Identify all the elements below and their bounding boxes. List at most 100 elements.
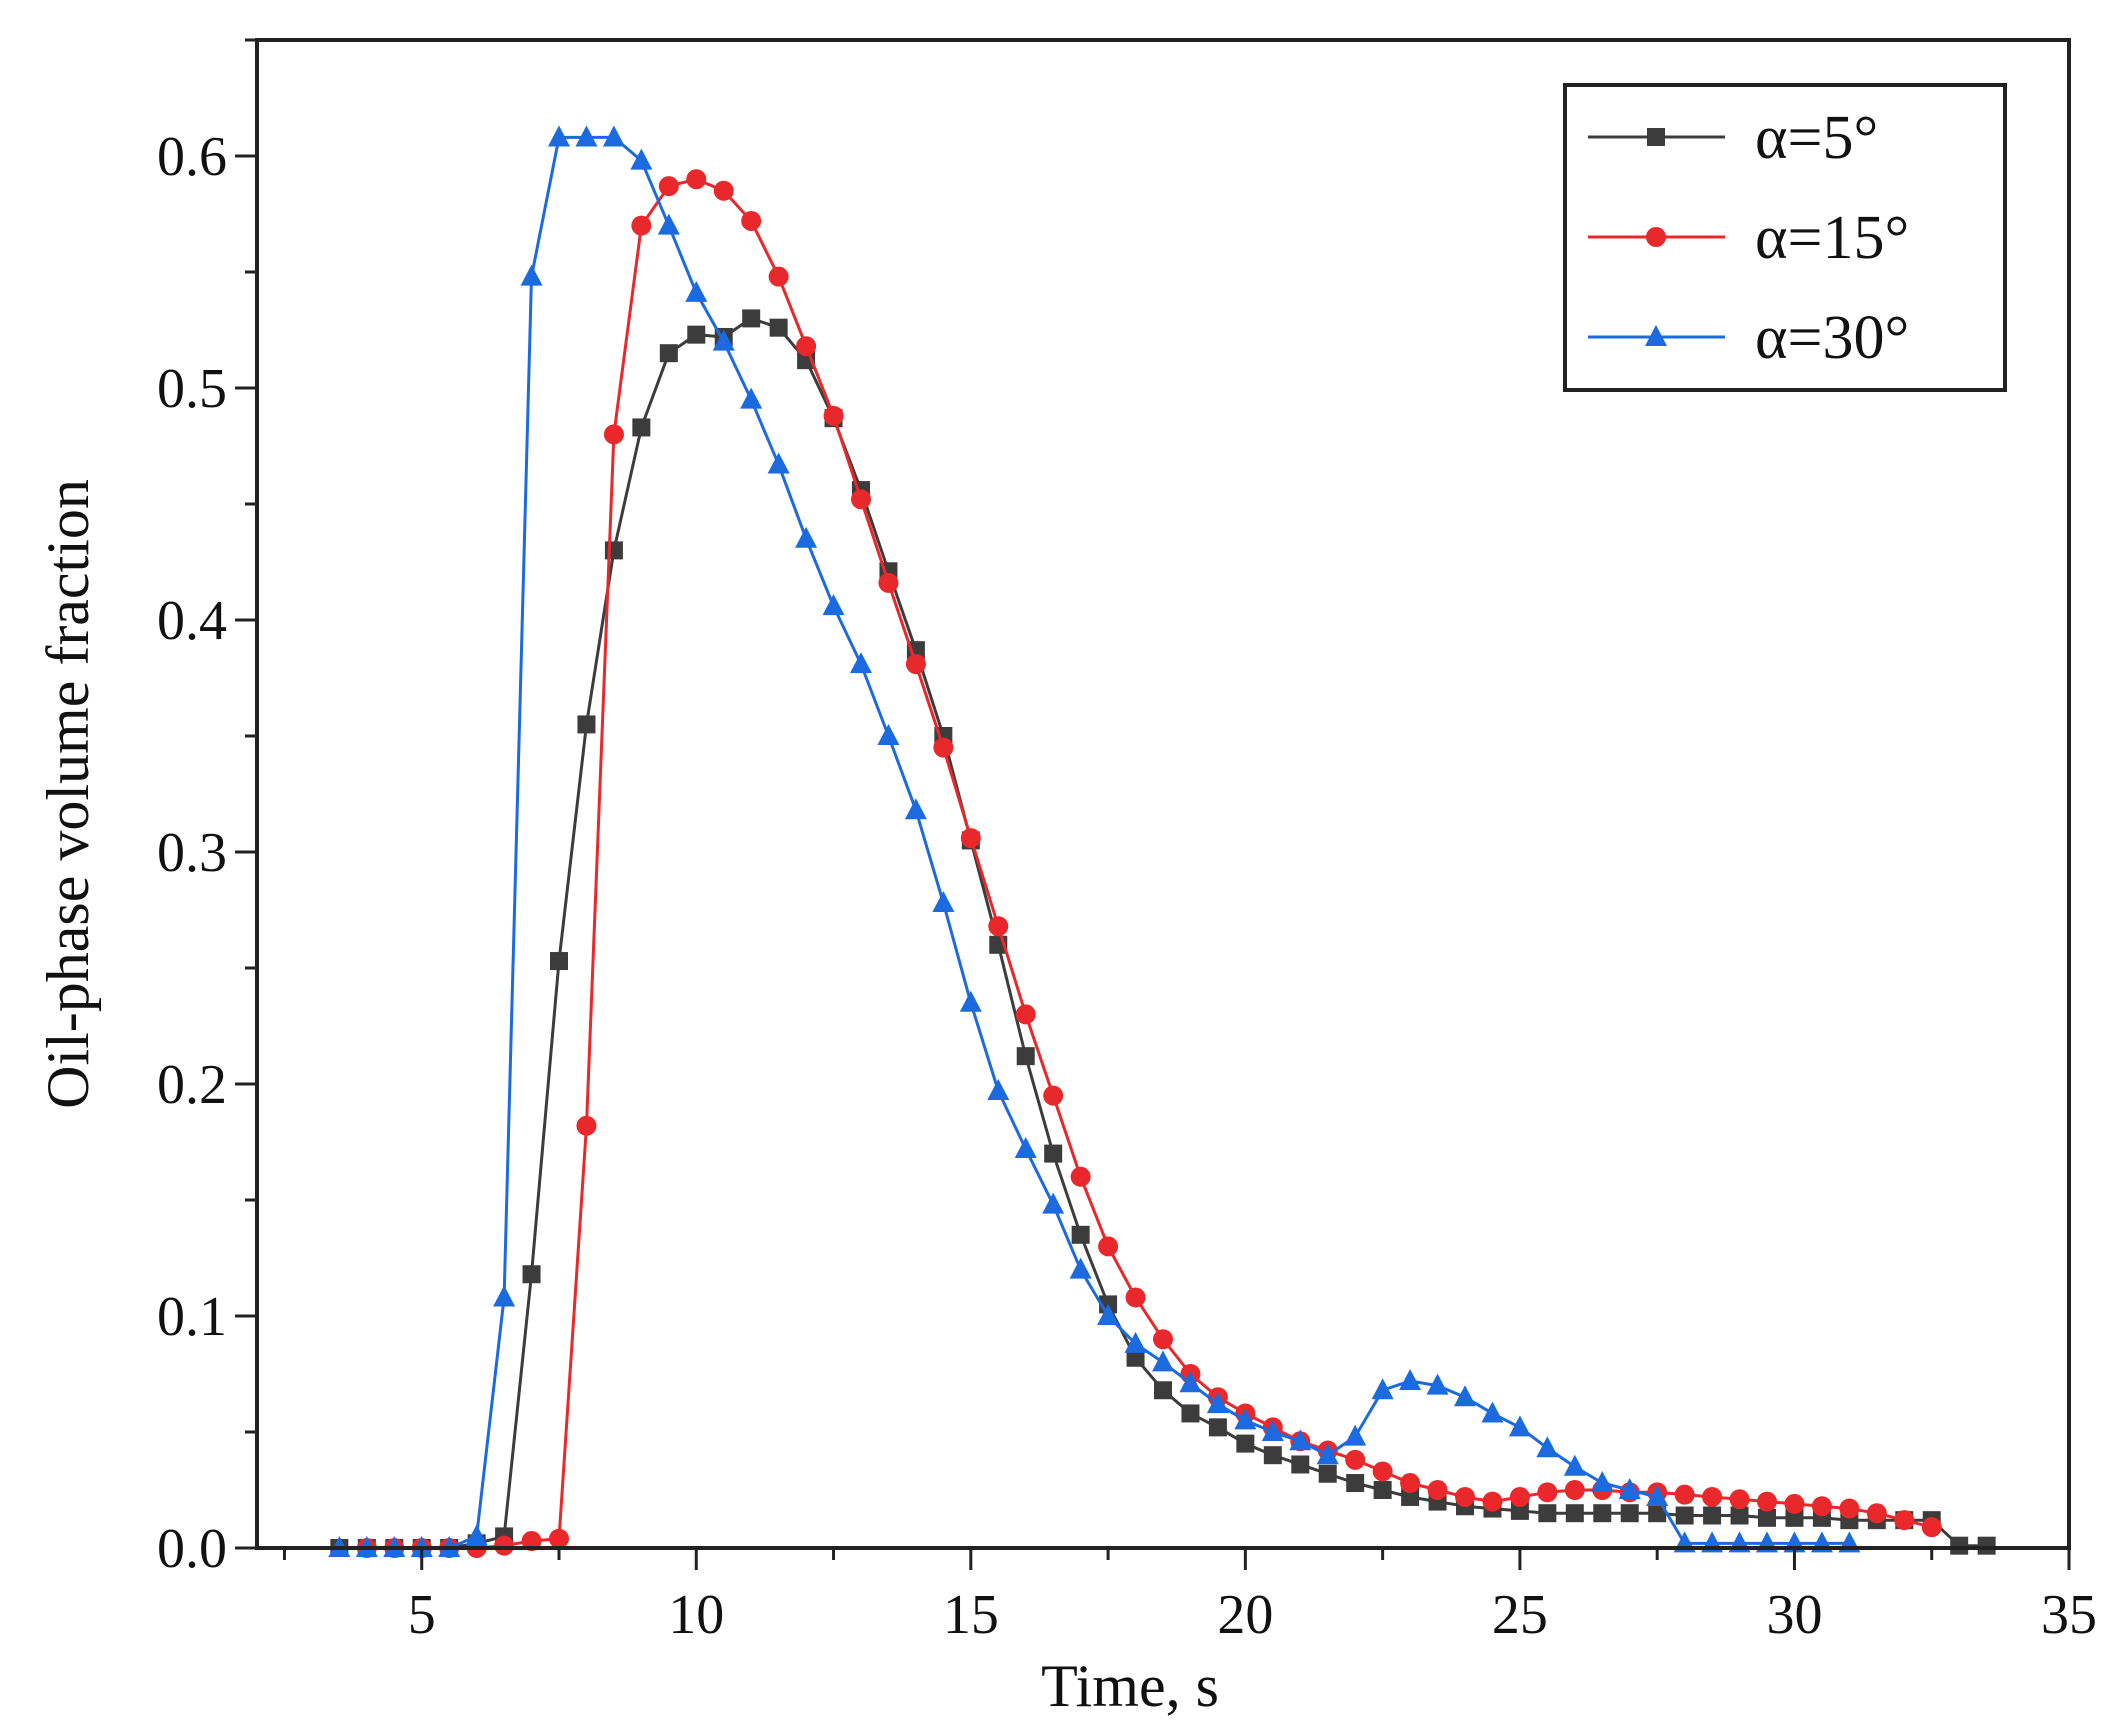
data-point bbox=[522, 1265, 541, 1284]
data-point bbox=[742, 309, 761, 328]
data-point bbox=[905, 654, 926, 675]
legend-marker bbox=[1646, 227, 1666, 247]
data-point bbox=[769, 318, 788, 337]
data-point bbox=[1234, 1408, 1257, 1430]
data-point bbox=[1316, 1443, 1339, 1465]
data-point bbox=[1179, 1371, 1202, 1393]
legend-label-alpha-15: α=15° bbox=[1755, 204, 1909, 272]
y-tick-label: 0.0 bbox=[157, 1518, 227, 1580]
data-point bbox=[494, 1535, 515, 1556]
data-point bbox=[1921, 1517, 1942, 1538]
data-point bbox=[550, 952, 568, 971]
data-point bbox=[1206, 1392, 1229, 1414]
x-tick-label: 25 bbox=[1492, 1584, 1548, 1646]
y-tick-label: 0.5 bbox=[157, 358, 227, 420]
data-point bbox=[768, 266, 789, 287]
data-point bbox=[603, 424, 624, 445]
data-point bbox=[630, 148, 653, 170]
data-point bbox=[767, 452, 790, 474]
data-point bbox=[575, 125, 598, 147]
data-point bbox=[1593, 1504, 1612, 1523]
data-point bbox=[796, 336, 817, 357]
legend-marker-triangle-icon bbox=[1645, 325, 1667, 346]
data-point bbox=[1536, 1436, 1559, 1458]
data-point bbox=[1318, 1464, 1337, 1483]
data-point bbox=[1950, 1536, 1969, 1555]
series-layer bbox=[328, 125, 1996, 1558]
data-point bbox=[1208, 1418, 1227, 1437]
data-point bbox=[1071, 1225, 1090, 1244]
data-point bbox=[1124, 1331, 1147, 1353]
data-point bbox=[520, 264, 543, 286]
data-point bbox=[549, 1528, 569, 1549]
data-point bbox=[1510, 1501, 1529, 1520]
data-point bbox=[850, 652, 872, 674]
data-point bbox=[1069, 1257, 1092, 1279]
data-point bbox=[1098, 1236, 1119, 1257]
data-point bbox=[712, 329, 735, 351]
y-tick-label: 0.3 bbox=[157, 822, 227, 884]
x-tick-label: 20 bbox=[1217, 1584, 1273, 1646]
data-point bbox=[1014, 1136, 1037, 1158]
data-point bbox=[658, 176, 679, 197]
plot-frame bbox=[255, 38, 2071, 1550]
data-point bbox=[877, 724, 900, 745]
data-point bbox=[1839, 1498, 1860, 1519]
data-point bbox=[1481, 1401, 1504, 1423]
data-point bbox=[1263, 1446, 1282, 1465]
x-tick-label: 5 bbox=[408, 1584, 436, 1646]
data-point bbox=[548, 125, 570, 147]
y-tick-label: 0.6 bbox=[157, 126, 227, 188]
y-tick-label: 0.1 bbox=[157, 1286, 227, 1348]
data-point bbox=[687, 325, 706, 344]
data-point bbox=[1236, 1434, 1255, 1453]
data-point bbox=[960, 828, 981, 849]
legend: α=5° α=15° α=30° bbox=[1563, 83, 2007, 392]
data-point bbox=[1703, 1506, 1722, 1525]
data-point bbox=[1618, 1478, 1641, 1499]
data-point bbox=[1016, 1047, 1035, 1066]
data-point bbox=[1730, 1506, 1749, 1525]
data-point bbox=[1866, 1503, 1887, 1524]
data-point bbox=[657, 213, 680, 235]
legend-marker-square-icon bbox=[1647, 128, 1665, 146]
x-tick-label: 10 bbox=[668, 1584, 724, 1646]
legend-label-alpha-30: α=30° bbox=[1755, 304, 1909, 372]
data-point bbox=[823, 405, 844, 426]
data-point bbox=[1757, 1491, 1777, 1512]
data-point bbox=[713, 180, 734, 201]
y-tick-label: 0.2 bbox=[157, 1054, 227, 1116]
data-point bbox=[1784, 1493, 1805, 1514]
data-point bbox=[1181, 1404, 1200, 1423]
data-point bbox=[1153, 1329, 1173, 1350]
data-point bbox=[959, 990, 982, 1012]
data-point bbox=[632, 418, 651, 437]
data-point bbox=[741, 210, 762, 231]
data-point bbox=[1373, 1481, 1392, 1499]
x-tick-label: 30 bbox=[1766, 1584, 1822, 1646]
data-point bbox=[932, 891, 955, 913]
data-point bbox=[1344, 1424, 1367, 1446]
data-point bbox=[1426, 1373, 1449, 1395]
data-point bbox=[1291, 1455, 1310, 1474]
data-point bbox=[822, 594, 845, 616]
data-point bbox=[1591, 1471, 1614, 1493]
data-point bbox=[1097, 1304, 1120, 1325]
data-point bbox=[933, 737, 954, 758]
data-point bbox=[1785, 1508, 1804, 1527]
legend-marker-circle-icon bbox=[1646, 227, 1666, 247]
y-tick-label: 0.4 bbox=[157, 590, 227, 652]
data-point bbox=[851, 489, 871, 510]
data-point bbox=[493, 1285, 516, 1307]
data-point bbox=[1400, 1473, 1421, 1494]
data-point bbox=[577, 715, 596, 734]
data-point bbox=[1977, 1536, 1996, 1555]
data-point bbox=[1401, 1487, 1420, 1506]
legend-marker bbox=[1647, 128, 1665, 146]
x-axis-title: Time, s bbox=[1041, 1653, 1219, 1719]
data-point bbox=[904, 798, 927, 820]
data-point bbox=[1044, 1144, 1063, 1163]
data-point bbox=[1564, 1480, 1585, 1500]
